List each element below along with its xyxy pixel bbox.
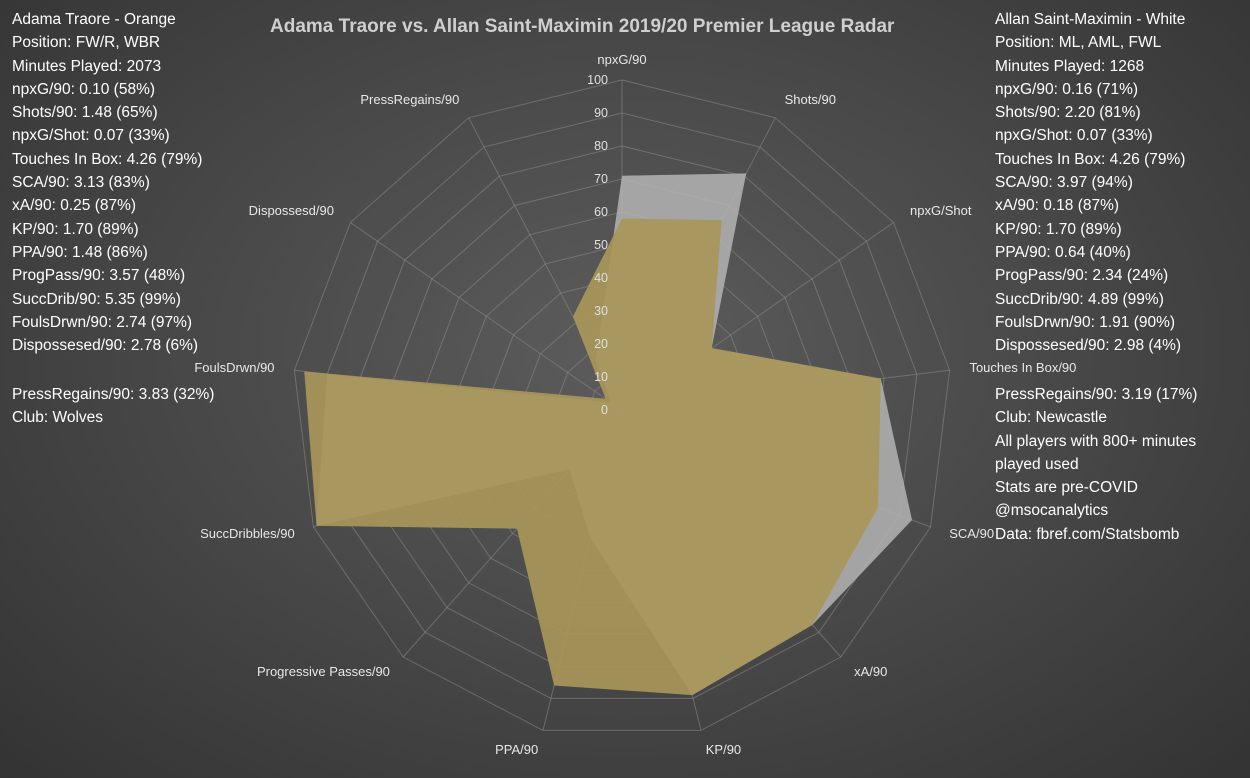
axis-label: xA/90 (854, 664, 887, 679)
r-tick-label: 20 (594, 337, 608, 351)
saint-maximin-stat-line: Allan Saint-Maximin - White (995, 11, 1186, 28)
traore-extra-line: PressRegains/90: 3.83 (32%) (12, 386, 215, 403)
saint-maximin-stat-line: Minutes Played: 1268 (995, 57, 1145, 75)
traore-extra-panel: PressRegains/90: 3.83 (32%) Club: Wolves (12, 383, 214, 430)
axis-label: SCA/90 (949, 526, 994, 541)
r-tick-label: 80 (594, 139, 608, 153)
r-tick-label: 50 (594, 238, 608, 252)
grid-spoke (350, 222, 623, 411)
saint-maximin-extra-line: @msocanalytics (995, 502, 1109, 520)
r-tick-label: 40 (594, 271, 608, 285)
axis-label: Dispossesd/90 (249, 203, 334, 218)
saint-maximin-extra-panel: PressRegains/90: 3.19 (17%) Club: Newcast… (995, 383, 1197, 546)
traore-stat-line: npxG/Shot: 0.07 (33%) (12, 127, 170, 145)
saint-maximin-stat-line: Touches In Box: 4.26 (79%) (995, 150, 1186, 168)
radar-series (304, 173, 913, 696)
axis-label: Shots/90 (785, 92, 836, 107)
saint-maximin-stat-line: Position: ML, AML, FWL (995, 34, 1162, 52)
traore-stat-line: Dispossesed/90: 2.78 (6%) (12, 337, 199, 355)
saint-maximin-stat-line: SuccDrib/90: 4.89 (99%) (995, 290, 1164, 308)
radar-tick-labels: 0 10 20 30 40 50 60 70 80 90 100 (587, 73, 608, 417)
saint-maximin-extra-line: Club: Newcastle (995, 409, 1107, 427)
saint-maximin-stat-line: FoulsDrwn/90: 1.91 (90%) (995, 313, 1176, 331)
saint-maximin-stat-line: SCA/90: 3.97 (94%) (995, 174, 1133, 192)
axis-label: PressRegains/90 (360, 92, 459, 107)
r-tick-label: 70 (594, 172, 608, 186)
saint-maximin-stat-line: npxG/90: 0.16 (71%) (995, 80, 1139, 98)
traore-stat-line: PPA/90: 1.48 (86%) (12, 243, 148, 261)
saint-maximin-stats-panel: Allan Saint-Maximin - White Position: ML,… (995, 8, 1185, 357)
r-tick-label: 90 (594, 106, 608, 120)
r-tick-label: 0 (601, 403, 608, 417)
saint-maximin-stat-line: xA/90: 0.18 (87%) (995, 197, 1120, 215)
series-traore-area (304, 218, 881, 696)
traore-stat-line: Position: FW/R, WBR (12, 34, 161, 52)
saint-maximin-extra-line: Data: fbref.com/Statsbomb (995, 525, 1180, 543)
grid-ring (293, 79, 951, 731)
radar-axis-labels: npxG/90 Shots/90 npxG/Shot Touches In Box/9… (194, 52, 1076, 757)
traore-stat-line: Minutes Played: 2073 (12, 57, 162, 75)
traore-stat-line: xA/90: 0.25 (87%) (12, 197, 137, 215)
traore-stat-line: npxG/90: 0.10 (58%) (12, 80, 156, 98)
saint-maximin-extra-line: played used (995, 455, 1079, 473)
saint-maximin-stat-line: ProgPass/90: 2.34 (24%) (995, 267, 1169, 285)
axis-label: npxG/90 (597, 52, 646, 67)
axis-label: KP/90 (706, 742, 741, 757)
axis-label: Touches In Box/90 (969, 360, 1076, 375)
traore-extra-line: Club: Wolves (12, 409, 104, 427)
traore-stats-panel: Adama Traore - Orange Position: FW/R, WBR… (12, 8, 202, 357)
axis-label: SuccDribbles/90 (200, 526, 295, 541)
r-tick-label: 10 (594, 370, 608, 384)
traore-stat-line: Adama Traore - Orange (12, 11, 176, 28)
traore-stat-line: FoulsDrwn/90: 2.74 (97%) (12, 313, 193, 331)
axis-label: Progressive Passes/90 (257, 664, 390, 679)
axis-label: PPA/90 (495, 742, 538, 757)
saint-maximin-stat-line: Dispossesed/90: 2.98 (4%) (995, 337, 1182, 355)
saint-maximin-extra-line: Stats are pre-COVID (995, 479, 1138, 497)
r-tick-label: 30 (594, 304, 608, 318)
r-tick-label: 60 (594, 205, 608, 219)
saint-maximin-extra-line: PressRegains/90: 3.19 (17%) (995, 386, 1198, 403)
traore-stat-line: KP/90: 1.70 (89%) (12, 220, 139, 238)
saint-maximin-stat-line: PPA/90: 0.64 (40%) (995, 243, 1131, 261)
traore-stat-line: Touches In Box: 4.26 (79%) (12, 150, 203, 168)
axis-label: npxG/Shot (910, 203, 972, 218)
r-tick-label: 100 (587, 73, 608, 87)
traore-stat-line: SCA/90: 3.13 (83%) (12, 174, 150, 192)
traore-stat-line: Shots/90: 1.48 (65%) (12, 104, 158, 122)
grid-ring (326, 112, 918, 699)
saint-maximin-stat-line: KP/90: 1.70 (89%) (995, 220, 1122, 238)
saint-maximin-stat-line: npxG/Shot: 0.07 (33%) (995, 127, 1153, 145)
traore-stat-line: ProgPass/90: 3.57 (48%) (12, 267, 186, 285)
saint-maximin-extra-line: All players with 800+ minutes (995, 432, 1197, 450)
saint-maximin-stat-line: Shots/90: 2.20 (81%) (995, 104, 1141, 122)
traore-stat-line: SuccDrib/90: 5.35 (99%) (12, 290, 181, 308)
axis-label: FoulsDrwn/90 (194, 360, 274, 375)
chart-title: Adama Traore vs. Allan Saint-Maximin 201… (270, 16, 895, 37)
